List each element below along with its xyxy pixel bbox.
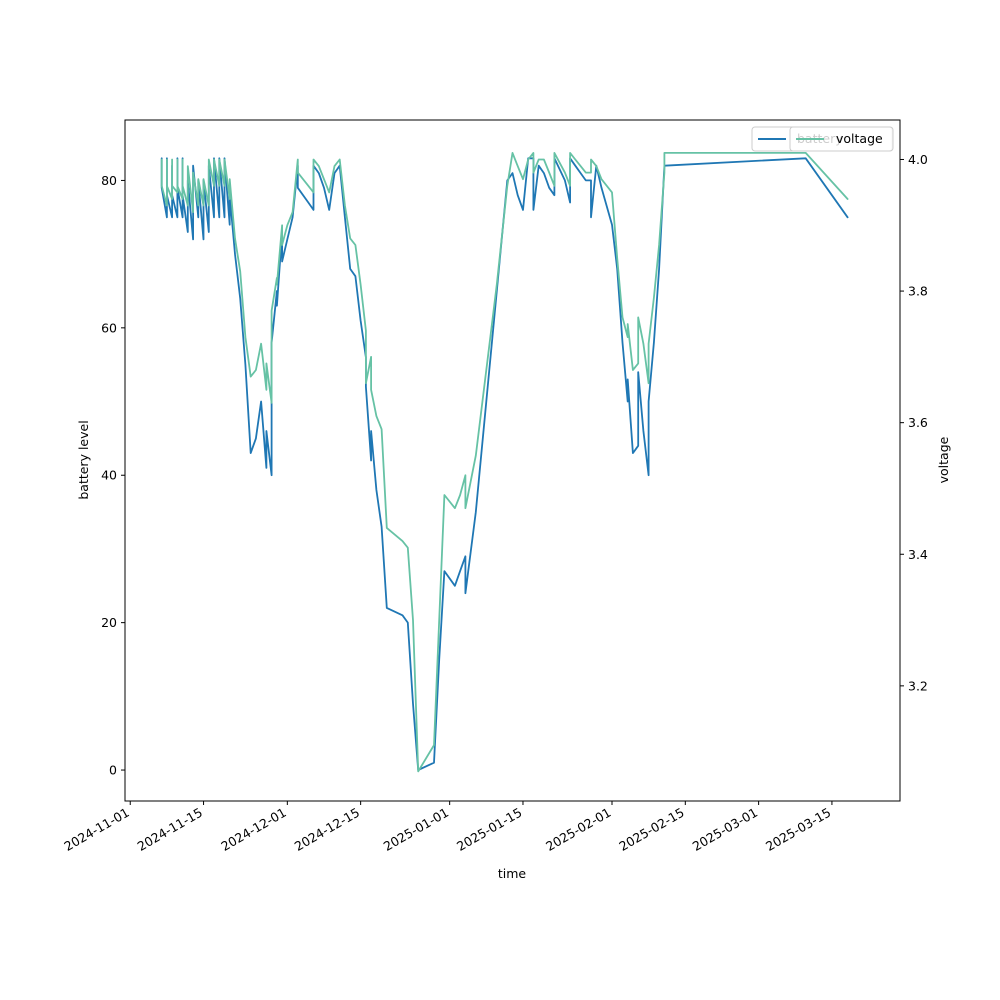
y-left-tick-label: 40 <box>101 468 117 483</box>
plot-frame <box>124 119 901 802</box>
y-axis-label-right: voltage <box>936 436 951 483</box>
y-right-tick-label: 3.8 <box>908 284 928 299</box>
y-left-tick-label: 80 <box>101 173 117 188</box>
x-tick-label: 2024-12-15 <box>292 805 362 854</box>
x-tick-label: 2025-03-15 <box>763 805 833 854</box>
x-tick-label: 2025-02-15 <box>616 805 686 854</box>
y-right-tick-label: 3.4 <box>908 547 928 562</box>
y-right-tick-label: 4.0 <box>908 152 928 167</box>
y-right-tick-label: 3.2 <box>908 678 928 693</box>
x-tick-label: 2024-12-01 <box>218 805 288 854</box>
y-right-tick-label: 3.6 <box>908 415 928 430</box>
legend-voltage: voltage <box>789 126 894 152</box>
x-tick-label: 2025-01-15 <box>454 805 524 854</box>
y-left-tick-label: 0 <box>109 763 117 778</box>
x-tick-label: 2025-01-01 <box>381 805 451 854</box>
y-axis-label-left: battery level <box>76 420 91 499</box>
series-line-battery <box>160 157 849 771</box>
y-left-tick-label: 60 <box>101 320 117 335</box>
y-left-tick-label: 20 <box>101 615 117 630</box>
legend-voltage-label: voltage <box>836 131 883 146</box>
x-tick-label: 2024-11-15 <box>135 805 205 854</box>
x-tick-label: 2025-03-01 <box>690 805 760 854</box>
x-tick-label: 2025-02-01 <box>543 805 613 854</box>
legend-voltage-box <box>789 126 894 152</box>
x-tick-label: 2024-11-01 <box>61 805 131 854</box>
series-line-voltage <box>160 151 849 773</box>
x-axis-label: time <box>498 866 527 881</box>
